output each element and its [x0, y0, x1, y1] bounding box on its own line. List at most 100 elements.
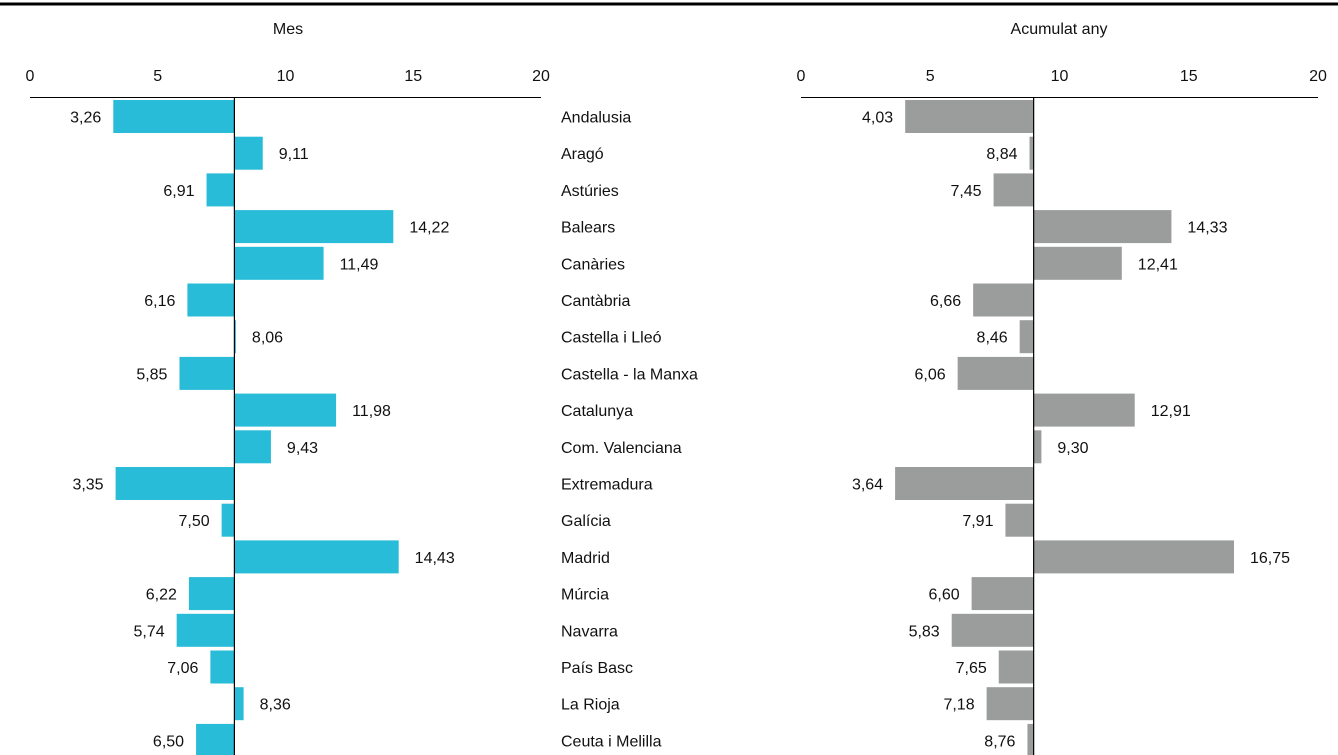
acumulat-bar: [1029, 136, 1034, 170]
mes-bar: [234, 540, 399, 574]
mes-data-label: 3,35: [72, 477, 103, 494]
acumulat-bar: [1033, 246, 1122, 280]
acumulat-bar: [971, 577, 1034, 611]
mes-data-label: 9,11: [279, 146, 309, 163]
category-label: Ceuta i Melilla: [561, 733, 662, 750]
acumulat-tick-label: 20: [1309, 68, 1327, 85]
acumulat-data-label: 7,18: [943, 697, 974, 714]
category-label: La Rioja: [561, 697, 620, 714]
acumulat-bar: [905, 100, 1034, 133]
acumulat-data-label: 8,84: [986, 146, 1017, 163]
mes-data-label: 14,22: [409, 220, 449, 237]
category-label: Cantàbria: [561, 293, 630, 310]
panel-title-acumulat: Acumulat any: [1011, 21, 1108, 38]
mes-bar: [113, 100, 235, 133]
acumulat-bar: [993, 173, 1034, 207]
mes-data-label: 7,06: [167, 660, 198, 677]
mes-bar: [234, 210, 394, 244]
mes-data-label: 14,43: [415, 550, 455, 567]
mes-data-label: 6,91: [163, 183, 194, 200]
category-label: Galícia: [561, 513, 611, 530]
panel-mes: 0 5 10 15 20 3,26 9,11 6,91 14,22 11,49 6,16 8,06 5,…: [26, 68, 550, 755]
acumulat-data-label: 6,60: [928, 587, 959, 604]
category-label: Aragó: [561, 146, 604, 163]
acumulat-data-label: 16,75: [1250, 550, 1290, 567]
category-label: País Basc: [561, 660, 633, 677]
mes-bar: [179, 356, 235, 390]
acumulat-bar: [973, 283, 1034, 317]
acumulat-bar: [1005, 503, 1034, 537]
acumulat-bar: [1033, 540, 1234, 574]
mes-bar: [234, 393, 337, 427]
category-label: Castella - la Manxa: [561, 366, 698, 383]
acumulat-tick-label: 5: [926, 68, 935, 85]
category-labels: Andalusia Aragó Astúries Balears Canàries Can…: [561, 110, 698, 751]
acumulat-data-label: 7,45: [950, 183, 981, 200]
mes-tick-label: 0: [26, 68, 35, 85]
acumulat-data-label: 7,91: [962, 513, 993, 530]
mes-bar: [221, 503, 235, 537]
acumulat-data-label: 12,91: [1151, 403, 1191, 420]
panel-acumulat: 0 5 10 15 20 4,03 8,84 7,45 14,33 12,41 6,66 8,46 6,…: [797, 68, 1327, 755]
acumulat-tick-label: 15: [1180, 68, 1198, 85]
acumulat-bar: [986, 687, 1034, 721]
mes-bar: [206, 173, 235, 207]
mes-bar: [234, 320, 236, 354]
mes-tick-label: 10: [277, 68, 295, 85]
mes-bar: [234, 246, 324, 280]
mes-data-label: 6,22: [146, 587, 177, 604]
category-label: Extremadura: [561, 477, 653, 494]
acumulat-bar: [1033, 430, 1042, 464]
acumulat-data-label: 14,33: [1187, 220, 1227, 237]
acumulat-bar: [957, 356, 1034, 390]
category-label: Madrid: [561, 550, 610, 567]
category-label: Com. Valenciana: [561, 440, 682, 457]
mes-data-label: 6,16: [144, 293, 175, 310]
mes-bar: [115, 467, 235, 500]
acumulat-bar: [1033, 393, 1135, 427]
acumulat-bar: [1019, 320, 1034, 354]
mes-bar: [187, 283, 235, 317]
mes-bar: [234, 136, 263, 170]
mes-tick-label: 15: [404, 68, 422, 85]
mes-data-label: 3,26: [70, 110, 101, 127]
mes-data-label: 8,36: [260, 697, 291, 714]
mes-data-label: 11,49: [340, 256, 379, 273]
category-label: Navarra: [561, 623, 618, 640]
category-label: Múrcia: [561, 587, 609, 604]
acumulat-data-label: 9,30: [1057, 440, 1088, 457]
acumulat-data-label: 5,83: [909, 623, 940, 640]
acumulat-bar: [1027, 723, 1034, 755]
acumulat-tick-label: 10: [1051, 68, 1069, 85]
mes-bar: [210, 650, 235, 684]
category-label: Astúries: [561, 183, 619, 200]
acumulat-data-label: 8,76: [984, 733, 1015, 750]
acumulat-data-label: 4,03: [862, 110, 893, 127]
mes-bar: [188, 577, 235, 611]
acumulat-bar: [895, 467, 1034, 500]
acumulat-data-label: 12,41: [1138, 256, 1178, 273]
mes-bar: [234, 430, 271, 464]
category-label: Balears: [561, 220, 615, 237]
acumulat-tick-label: 0: [797, 68, 806, 85]
category-label: Andalusia: [561, 110, 631, 127]
mes-data-label: 9,43: [287, 440, 318, 457]
mes-bar: [234, 687, 244, 721]
panel-title-mes: Mes: [273, 21, 303, 38]
acumulat-data-label: 7,65: [956, 660, 987, 677]
acumulat-bar: [1033, 210, 1172, 244]
mes-data-label: 8,06: [252, 330, 283, 347]
acumulat-data-label: 6,66: [930, 293, 961, 310]
acumulat-bar: [998, 650, 1034, 684]
mes-data-label: 5,85: [136, 366, 167, 383]
acumulat-bar: [951, 613, 1034, 647]
mes-bar: [196, 723, 235, 755]
acumulat-data-label: 3,64: [852, 477, 883, 494]
mes-data-label: 6,50: [153, 733, 184, 750]
acumulat-data-label: 8,46: [977, 330, 1008, 347]
mes-data-label: 11,98: [352, 403, 391, 420]
category-label: Catalunya: [561, 403, 633, 420]
category-label: Castella i Lleó: [561, 330, 662, 347]
acumulat-data-label: 6,06: [915, 366, 946, 383]
